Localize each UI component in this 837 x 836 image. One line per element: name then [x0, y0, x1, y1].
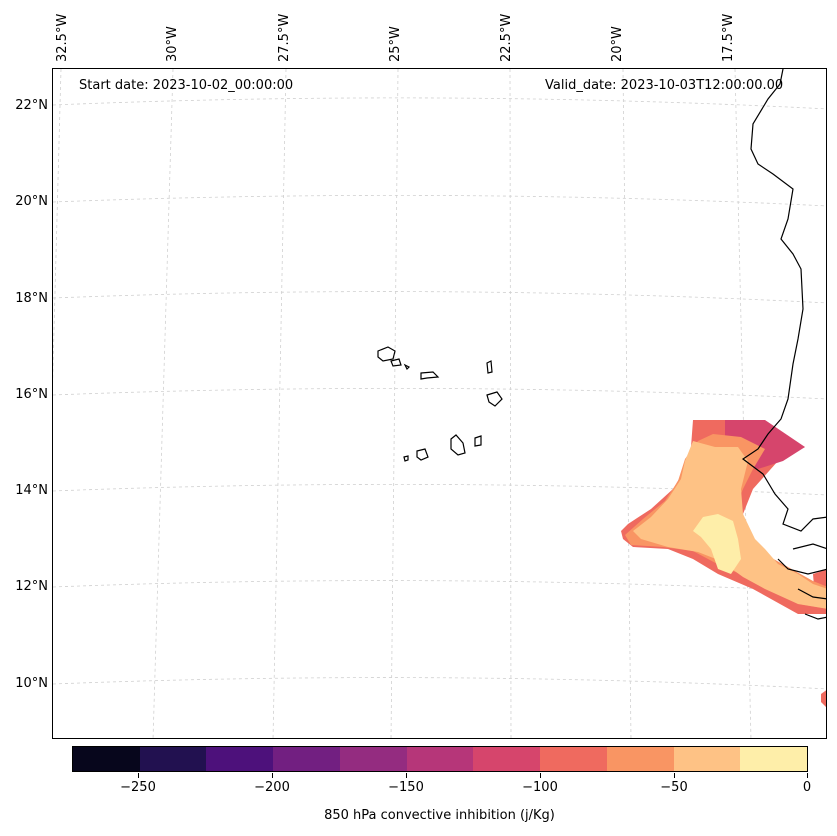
colorbar-tick-label: −200	[254, 780, 290, 795]
lat-label: 10°N	[15, 676, 48, 691]
colorbar-tick-label: −250	[120, 780, 156, 795]
island	[474, 435, 482, 447]
colorbar-segment	[139, 747, 207, 771]
colorbar-tick	[807, 773, 808, 778]
start-date-label: Start date: 2023-10-02_00:00:00	[79, 78, 294, 93]
island	[486, 360, 493, 374]
colorbar-tick-label: −150	[388, 780, 424, 795]
colorbar-segment	[73, 747, 140, 771]
lat-label: 22°N	[15, 98, 48, 113]
island	[416, 448, 429, 461]
lon-gridline	[152, 69, 174, 738]
colorbar-tick-label: −50	[660, 780, 688, 795]
lat-label: 18°N	[15, 291, 48, 306]
colorbar-tick	[674, 773, 675, 778]
colorbar-segment	[540, 747, 607, 771]
lat-gridline	[53, 291, 826, 304]
gridlines	[53, 69, 826, 738]
colorbar-tick-label: 0	[802, 780, 812, 795]
cin-contours	[621, 420, 826, 707]
island	[420, 371, 440, 380]
coast-detail	[804, 613, 826, 620]
lon-label: 30°W	[165, 26, 180, 62]
colorbar-tick	[138, 773, 139, 778]
africa-coastline	[741, 69, 826, 532]
colorbar-segment	[206, 747, 274, 771]
map-canvas	[53, 69, 826, 738]
lat-label: 20°N	[15, 194, 48, 209]
lat-label: 16°N	[15, 387, 48, 402]
island	[390, 358, 402, 367]
lon-label: 27.5°W	[277, 13, 292, 62]
lon-label: 20°W	[610, 26, 625, 62]
lon-gridline	[390, 69, 399, 738]
contour-minus25	[693, 514, 741, 574]
lon-gridline	[53, 69, 62, 383]
lon-label: 17.5°W	[721, 13, 736, 62]
island	[486, 391, 503, 407]
coast-detail	[797, 588, 826, 600]
island	[403, 363, 411, 371]
contour-minus100-south	[821, 690, 826, 707]
colorbar-tick	[540, 773, 541, 778]
lat-gridline	[53, 194, 826, 207]
map-panel	[52, 68, 827, 739]
colorbar-segment	[673, 747, 741, 771]
lat-gridline	[53, 97, 826, 110]
colorbar-segment	[273, 747, 340, 771]
colorbar-segment	[406, 747, 474, 771]
valid-date-label: Valid_date: 2023-10-03T12:00:00.00	[545, 78, 784, 93]
lat-gridline	[53, 483, 826, 496]
lat-label: 12°N	[15, 579, 48, 594]
lon-label: 25°W	[388, 26, 403, 62]
lon-label: 32.5°W	[55, 13, 70, 62]
colorbar-segment	[339, 747, 407, 771]
coastlines	[377, 69, 826, 620]
colorbar-segment	[473, 747, 541, 771]
lat-gridline	[53, 677, 826, 690]
colorbar-tick-label: −100	[522, 780, 558, 795]
island	[377, 346, 396, 362]
coast-detail	[792, 543, 826, 550]
colorbar-title: 850 hPa convective inhibition (j/Kg)	[324, 808, 555, 823]
lat-gridline	[53, 387, 826, 400]
coast-detail	[777, 558, 826, 575]
lat-label: 14°N	[15, 483, 48, 498]
colorbar	[72, 746, 808, 772]
lat-gridline	[53, 580, 826, 593]
island	[403, 455, 409, 462]
colorbar-segment	[606, 747, 674, 771]
lon-gridline	[509, 69, 512, 738]
colorbar-tick	[406, 773, 407, 778]
lon-gridline	[734, 69, 752, 738]
colorbar-tick	[272, 773, 273, 778]
island	[450, 434, 466, 456]
lon-label: 22.5°W	[499, 13, 514, 62]
lon-gridline	[272, 69, 287, 738]
colorbar-segment	[740, 747, 808, 771]
lon-gridline	[622, 69, 632, 738]
